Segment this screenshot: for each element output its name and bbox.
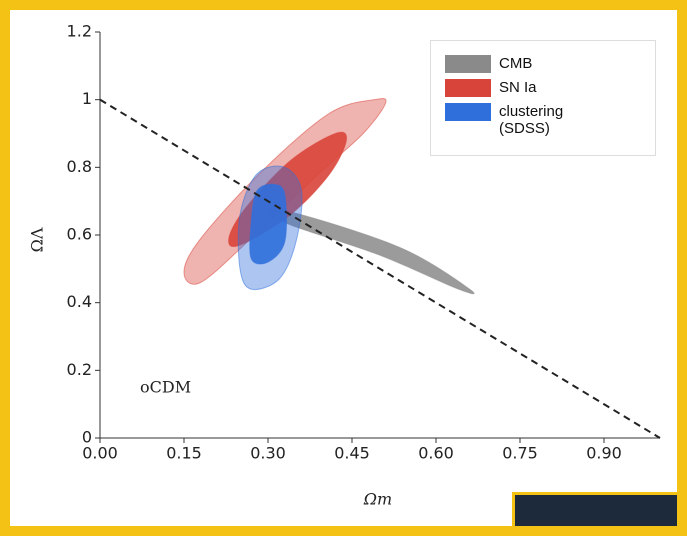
y-tick-label: 1.2: [67, 22, 92, 41]
x-tick-label: 0.15: [166, 444, 202, 463]
x-tick-label: 0.45: [334, 444, 370, 463]
x-tick-label: 0.75: [502, 444, 538, 463]
legend-label: CMB: [499, 55, 533, 72]
y-tick-label: 0.8: [67, 157, 92, 176]
reference-line: [99, 98, 661, 439]
y-tick-label: 0.4: [67, 292, 92, 311]
legend-label: SN Ia: [499, 79, 537, 96]
contour: [267, 209, 475, 295]
legend-swatch: [445, 55, 491, 73]
legend: CMB SN Ia clustering (SDSS): [430, 40, 656, 156]
chart-frame: oCDM Ωm ΩΛ 0 0.2 0.4 0.6 0.8 1 1.2 0.00 0.15 0.30…: [10, 10, 677, 526]
legend-swatch: [445, 103, 491, 121]
y-tick-label: 0.6: [67, 225, 92, 244]
x-tick-label: 0.30: [250, 444, 286, 463]
x-axis-label: Ωm: [363, 490, 392, 509]
x-tick-label: 0.00: [82, 444, 118, 463]
contour: [249, 183, 288, 265]
legend-swatch: [445, 79, 491, 97]
y-axis-label: ΩΛ: [28, 227, 47, 252]
legend-label: clustering (SDSS): [499, 103, 564, 137]
chart: oCDM Ωm ΩΛ 0 0.2 0.4 0.6 0.8 1 1.2 0.00 0.15 0.30…: [28, 22, 661, 509]
y-tick-label: 0.2: [67, 360, 92, 379]
y-tick-label: 0: [82, 428, 92, 447]
decorative-thumbnail: [512, 492, 677, 526]
annotation: oCDM: [140, 378, 191, 397]
x-tick-label: 0.90: [586, 444, 622, 463]
x-tick-label: 0.60: [418, 444, 454, 463]
y-tick-label: 1: [82, 89, 92, 108]
